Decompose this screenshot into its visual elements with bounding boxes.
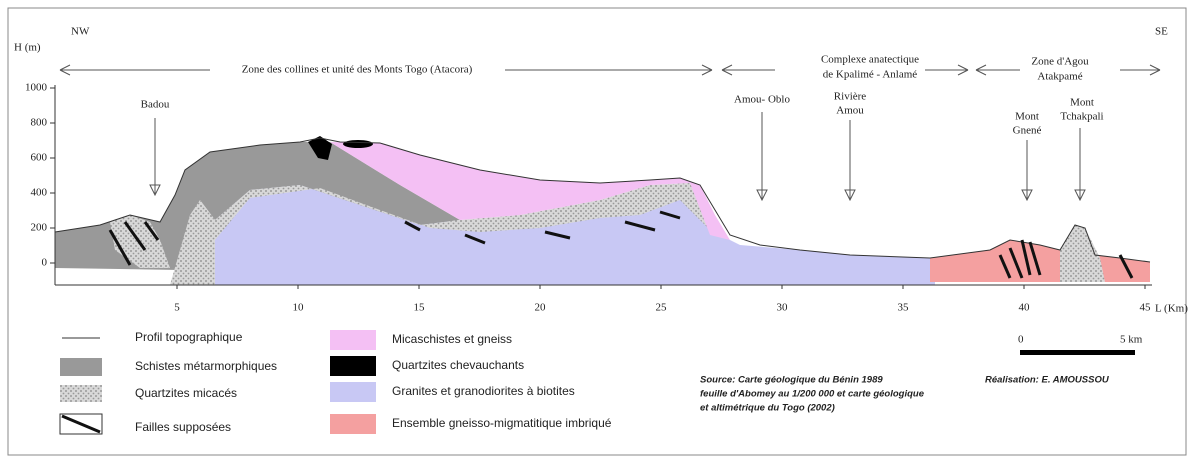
topographic-profile bbox=[54, 137, 1151, 263]
location-label: Amou- Oblo bbox=[734, 94, 790, 106]
x-tick-label: 35 bbox=[898, 302, 910, 314]
zone-label: Zone des collines et unité des Monts Tog… bbox=[242, 64, 473, 76]
gneiss bbox=[930, 240, 1150, 282]
x-tick-label: 5 bbox=[174, 302, 180, 314]
zone-arrows bbox=[59, 64, 1161, 76]
legend-label: Profil topographique bbox=[135, 330, 243, 344]
legend-label: Schistes métarmorphiques bbox=[135, 359, 277, 373]
scale-start: 0 bbox=[1018, 334, 1024, 346]
y-tick-label: 800 bbox=[31, 117, 48, 129]
zone-label: de Kpalimé - Anlamé bbox=[823, 69, 918, 81]
legend-label: Granites et granodiorites à biotites bbox=[392, 384, 575, 398]
source-line: Source: Carte géologique du Bénin 1989 bbox=[700, 375, 883, 386]
x-axis-label: L (Km) bbox=[1155, 303, 1188, 315]
x-tick-label: 25 bbox=[656, 302, 668, 314]
x-tick-label: 20 bbox=[535, 302, 547, 314]
location-label: Gnené bbox=[1013, 125, 1042, 137]
quartzite-overthrust bbox=[343, 140, 373, 148]
zone-label: Atakpamé bbox=[1037, 71, 1082, 83]
zone-label: Zone d'Agou bbox=[1031, 56, 1089, 68]
y-tick-label: 1000 bbox=[25, 82, 48, 94]
quartzite-overthrust bbox=[308, 136, 332, 160]
legend-swatches bbox=[59, 330, 376, 435]
location-label: Mont bbox=[1015, 111, 1039, 123]
frame bbox=[7, 7, 1187, 456]
author: Réalisation: E. AMOUSSOU bbox=[985, 375, 1110, 386]
corner-left: NW bbox=[71, 26, 90, 38]
micaschist bbox=[330, 142, 730, 240]
x-tick-label: 10 bbox=[293, 302, 305, 314]
x-tick-label: 40 bbox=[1019, 302, 1031, 314]
source-line: et altimétrique du Togo (2002) bbox=[700, 403, 835, 414]
legend-label: Failles supposées bbox=[135, 420, 231, 434]
corner-right: SE bbox=[1155, 26, 1168, 38]
location-label: Rivière bbox=[834, 91, 866, 103]
source-line: feuille d'Abomey au 1/200 000 et carte g… bbox=[700, 389, 925, 400]
legend-label: Micaschistes et gneiss bbox=[392, 332, 512, 346]
x-tick-label: 30 bbox=[777, 302, 789, 314]
y-tick-label: 600 bbox=[31, 152, 48, 164]
y-tick-label: 200 bbox=[31, 222, 48, 234]
legend-label: Quartzites micacés bbox=[135, 386, 237, 400]
y-tick-label: 400 bbox=[31, 187, 48, 199]
x-tick-label: 15 bbox=[414, 302, 426, 314]
quartzite-3 bbox=[1060, 225, 1105, 282]
location-label: Amou bbox=[836, 105, 864, 117]
x-tick-label: 45 bbox=[1140, 302, 1152, 314]
faults bbox=[108, 210, 1134, 279]
section bbox=[54, 136, 1151, 285]
location-arrows bbox=[149, 112, 1086, 202]
scale-bar bbox=[1020, 350, 1135, 355]
scale-end: 5 km bbox=[1120, 334, 1143, 346]
legend-label: Quartzites chevauchants bbox=[392, 358, 524, 372]
quartzite bbox=[170, 183, 710, 285]
legend-label: Ensemble gneisso-migmatitique imbriqué bbox=[392, 416, 612, 430]
location-label: Mont bbox=[1070, 97, 1094, 109]
zone-label: Complexe anatectique bbox=[821, 54, 919, 66]
location-label: Tchakpali bbox=[1060, 111, 1103, 123]
location-label: Badou bbox=[141, 99, 170, 111]
y-axis-label: H (m) bbox=[14, 42, 41, 54]
y-tick-label: 0 bbox=[42, 257, 48, 269]
